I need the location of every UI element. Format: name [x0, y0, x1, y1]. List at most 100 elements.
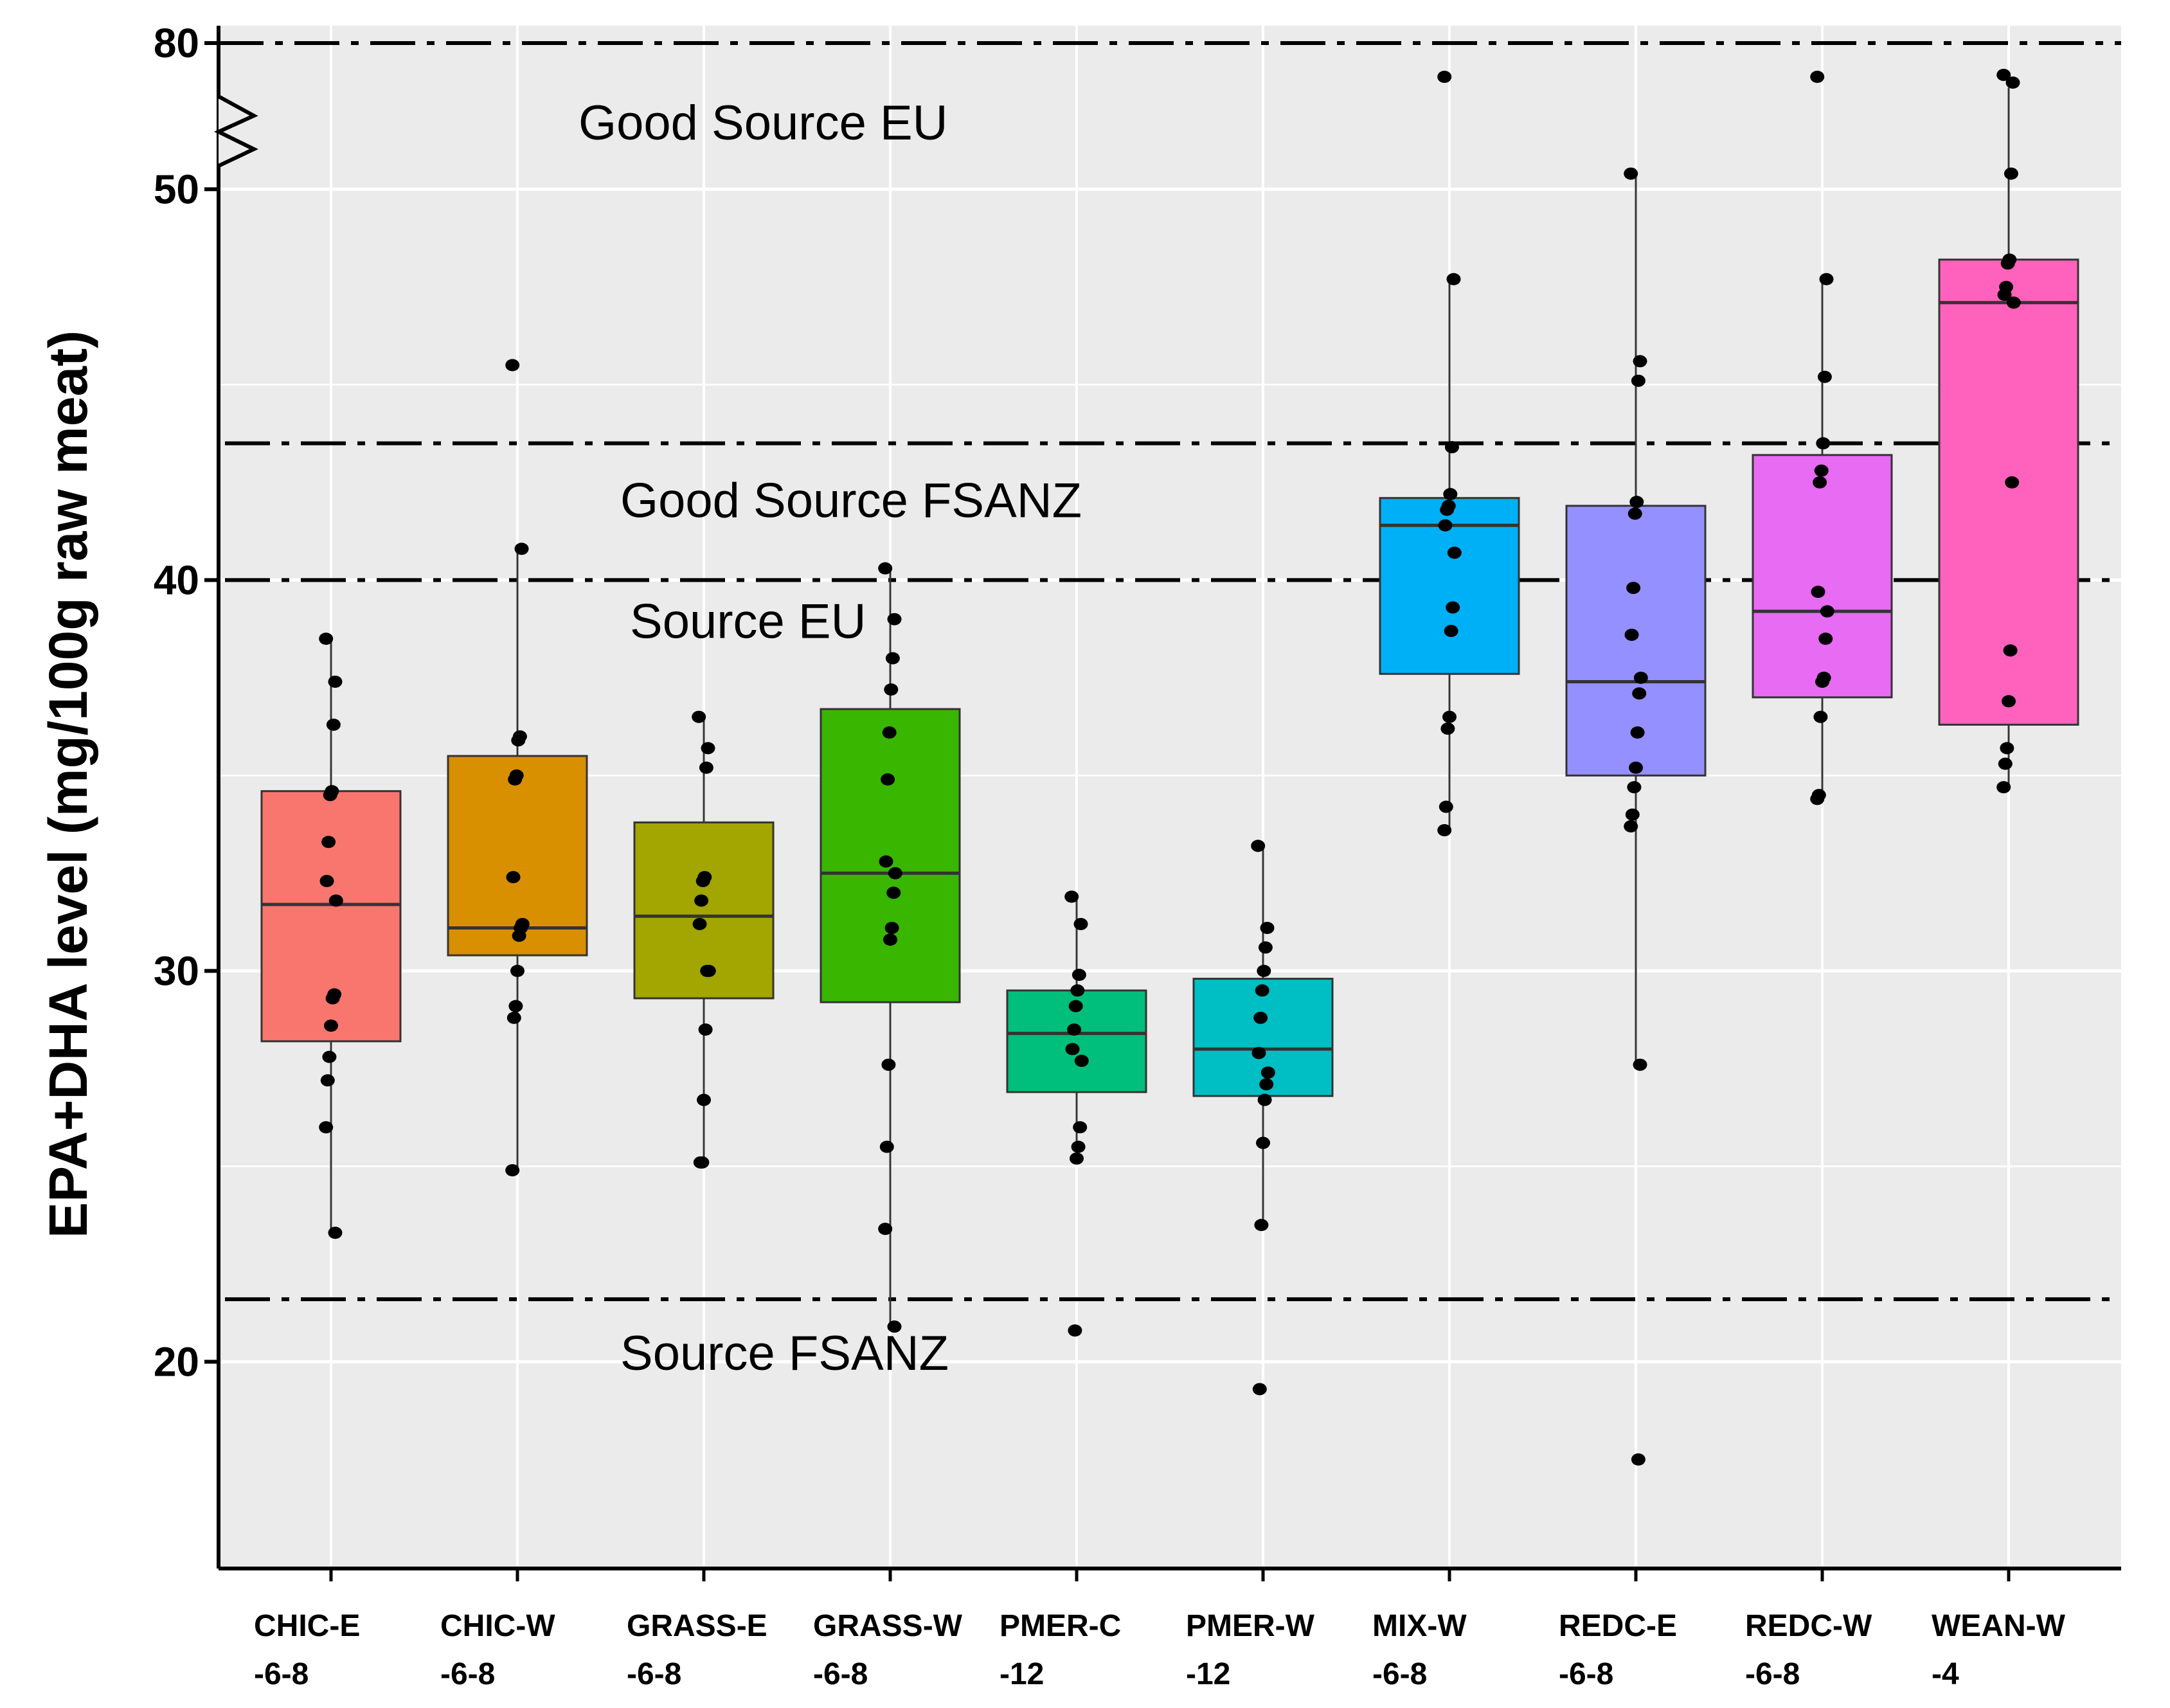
x-label-line2: -6-8 — [1559, 1657, 1613, 1691]
data-point — [326, 718, 341, 731]
data-point — [1630, 726, 1645, 739]
data-point — [1446, 273, 1461, 285]
data-point — [325, 992, 340, 1005]
data-point — [324, 1020, 338, 1032]
data-point — [1251, 1047, 1266, 1059]
data-point — [887, 1320, 902, 1333]
data-point — [879, 855, 893, 868]
x-label-line1: CHIC-W — [440, 1609, 555, 1643]
data-point — [1070, 984, 1085, 997]
data-point — [1631, 1453, 1645, 1466]
data-point — [1260, 922, 1275, 935]
data-point — [511, 734, 526, 747]
y-tick-label: 40 — [154, 557, 199, 603]
reference-label-2: Source EU — [630, 594, 866, 649]
data-point — [1067, 1023, 1082, 1036]
x-label-line2: -6-8 — [813, 1657, 868, 1691]
data-point — [506, 870, 521, 883]
data-point — [881, 773, 895, 786]
data-point — [508, 1000, 523, 1012]
data-point — [1624, 629, 1639, 642]
data-point — [2005, 476, 2020, 489]
data-point — [1437, 824, 1452, 837]
data-point — [693, 1156, 708, 1169]
data-point — [884, 683, 899, 696]
reference-lines: Good Source EU Good Source FSANZ Source EU… — [219, 41, 2121, 1381]
data-point — [508, 773, 523, 786]
data-point — [1814, 464, 1829, 477]
data-point — [698, 1023, 713, 1036]
data-point — [2003, 644, 2018, 657]
data-point — [1628, 507, 1642, 520]
data-point — [1819, 273, 1834, 285]
data-point — [1633, 355, 1647, 368]
data-point — [1070, 1152, 1084, 1165]
data-point — [1257, 964, 1271, 977]
data-point — [881, 1058, 896, 1071]
axes — [213, 26, 2121, 1570]
data-point — [1815, 675, 1829, 688]
data-point — [1629, 761, 1643, 774]
data-point — [1442, 710, 1457, 723]
data-point — [695, 875, 710, 888]
x-label-line2: -12 — [1000, 1657, 1044, 1691]
x-label-line1: GRASS-E — [627, 1609, 767, 1643]
data-point — [507, 1011, 521, 1024]
data-point — [1444, 624, 1458, 637]
data-point — [1064, 890, 1079, 903]
data-point — [1443, 488, 1458, 501]
data-point — [878, 1223, 893, 1236]
data-point — [1260, 1066, 1275, 1079]
data-point — [883, 933, 897, 946]
data-point — [1068, 1324, 1082, 1337]
x-label-line1: PMER-C — [1000, 1609, 1121, 1643]
data-point — [1071, 1140, 1086, 1153]
data-point — [321, 836, 336, 849]
data-point — [323, 789, 337, 802]
x-label-line1: MIX-W — [1372, 1609, 1467, 1643]
y-tick-label: 20 — [154, 1338, 199, 1385]
data-point — [512, 930, 526, 942]
x-label-line1: WEAN-W — [1932, 1609, 2066, 1643]
data-point — [1447, 546, 1462, 559]
data-point — [692, 917, 707, 930]
data-point — [692, 710, 706, 723]
data-point — [328, 894, 343, 907]
data-point — [2004, 167, 2018, 180]
data-point — [885, 652, 900, 665]
data-point — [1811, 586, 1825, 598]
data-point — [882, 726, 897, 739]
reference-label-1: Good Source FSANZ — [620, 474, 1082, 528]
data-point — [505, 359, 520, 372]
y-tick-label: 80 — [154, 20, 199, 66]
x-label-line2: -6-8 — [627, 1657, 681, 1691]
data-point — [1813, 476, 1827, 489]
data-point — [1631, 374, 1645, 387]
box-grass-w — [820, 708, 961, 1003]
data-point — [2006, 296, 2021, 309]
data-point — [1437, 71, 1452, 83]
data-point — [1258, 941, 1273, 954]
y-tick-label: 30 — [154, 948, 199, 994]
x-label-line2: -6-8 — [1372, 1657, 1427, 1691]
data-point — [878, 562, 893, 575]
data-point — [1254, 1219, 1269, 1232]
data-point — [700, 964, 715, 977]
data-point — [1996, 69, 2011, 81]
data-point — [1633, 671, 1648, 684]
data-point — [1817, 370, 1832, 383]
data-point — [697, 1093, 711, 1106]
data-point — [1633, 1058, 1647, 1071]
data-point — [1255, 984, 1269, 997]
data-point — [1259, 1078, 1274, 1091]
data-point — [1252, 1383, 1267, 1396]
data-point — [1820, 605, 1834, 618]
data-point — [328, 1227, 343, 1239]
data-point — [1068, 1000, 1083, 1012]
x-label-line2: -6-8 — [440, 1657, 495, 1691]
data-point — [319, 1121, 334, 1134]
box-redc-w — [1752, 454, 1893, 699]
reference-label-3: Source FSANZ — [620, 1326, 949, 1381]
y-ticks: 20 30 40 50 80 — [154, 20, 219, 1385]
